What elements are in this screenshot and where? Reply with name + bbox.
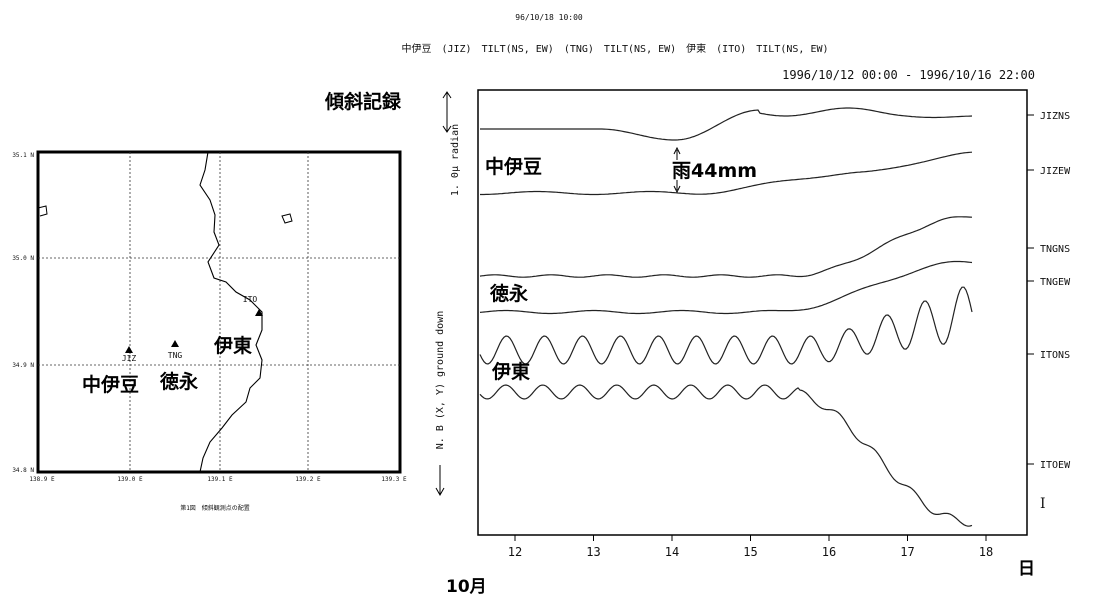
station-name: 伊東 — [213, 334, 252, 357]
stations-line: 中伊豆 (JIZ) TILT(NS, EW) (TNG) TILT(NS, EW… — [401, 42, 828, 55]
rain-arrows — [673, 146, 681, 194]
tilt-trace — [479, 260, 973, 315]
coastline — [199, 151, 263, 473]
trace-label: TNGNS — [1040, 244, 1070, 255]
lat-tick: 34.8 N — [12, 467, 34, 474]
period: 1996/10/12 00:00 - 1996/10/16 22:00 — [782, 68, 1035, 82]
lon-tick: 138.9 E — [29, 476, 55, 483]
x-tick-label: 18 — [979, 545, 993, 559]
tilt-trace — [479, 216, 973, 278]
x-tick-label: 13 — [586, 545, 600, 559]
station-code: ITO — [243, 295, 258, 304]
timestamp: 96/10/18 10:00 — [515, 13, 583, 22]
trace-label: JIZEW — [1040, 166, 1071, 177]
lat-tick: 35.0 N — [12, 255, 34, 262]
station-code: TNG — [168, 351, 183, 360]
y-axis-label: N. B (X, Y) ground down — [435, 311, 446, 449]
x-unit-month: 10月 — [446, 577, 487, 597]
map: 35.1 N 35.0 N 34.9 N 34.8 N 138.9 E 139.… — [12, 150, 407, 512]
station-name: 中伊豆 — [82, 373, 139, 396]
group-label: 徳永 — [489, 282, 529, 305]
trace-labels: JIZNS JIZEW TNGNS TNGEW ITONS ITOEW — [1027, 111, 1071, 471]
group-label: 伊東 — [491, 360, 530, 383]
coastline — [37, 205, 48, 217]
lat-tick: 34.9 N — [12, 362, 34, 369]
lon-tick: 139.2 E — [295, 476, 321, 483]
lat-tick: 35.1 N — [12, 152, 34, 159]
tilt-trace — [480, 107, 973, 141]
arrows — [435, 91, 452, 497]
trace-label: TNGEW — [1040, 277, 1071, 288]
tilt-trace — [480, 151, 973, 196]
station-name: 徳永 — [159, 370, 199, 393]
trace-label: ITONS — [1040, 350, 1070, 361]
rain-annotation: 雨44mm — [672, 160, 757, 182]
lon-tick: 139.1 E — [207, 476, 233, 483]
title: 傾斜記録 — [324, 90, 402, 113]
x-tick-label: 17 — [900, 545, 914, 559]
scale-label: 1. 0μ radian — [450, 124, 461, 196]
trace-note: I — [1040, 496, 1046, 512]
x-tick-label: 12 — [508, 545, 522, 559]
tilt-trace — [479, 286, 973, 365]
tilt-trace — [479, 384, 973, 527]
map-caption: 第1図 傾斜観測点の配置 — [180, 504, 250, 512]
island — [281, 213, 293, 224]
trace-label: JIZNS — [1040, 111, 1070, 122]
lon-tick: 139.3 E — [381, 476, 407, 483]
x-ticks: 12 13 14 15 16 17 18 — [508, 535, 993, 559]
record-frame — [477, 89, 1028, 536]
traces — [479, 107, 973, 527]
group-label: 中伊豆 — [485, 155, 542, 178]
x-tick-label: 16 — [822, 545, 836, 559]
x-unit-day: 日 — [1018, 559, 1035, 579]
lon-tick: 139.0 E — [117, 476, 143, 483]
tilt-record: N. B (X, Y) ground down 1. 0μ radian 12 1… — [435, 89, 1071, 597]
x-tick-label: 14 — [665, 545, 679, 559]
map-grid — [38, 152, 400, 472]
x-tick-label: 15 — [743, 545, 757, 559]
station-code: JIZ — [122, 354, 137, 363]
trace-label: ITOEW — [1040, 460, 1071, 471]
map-frame — [36, 150, 402, 474]
